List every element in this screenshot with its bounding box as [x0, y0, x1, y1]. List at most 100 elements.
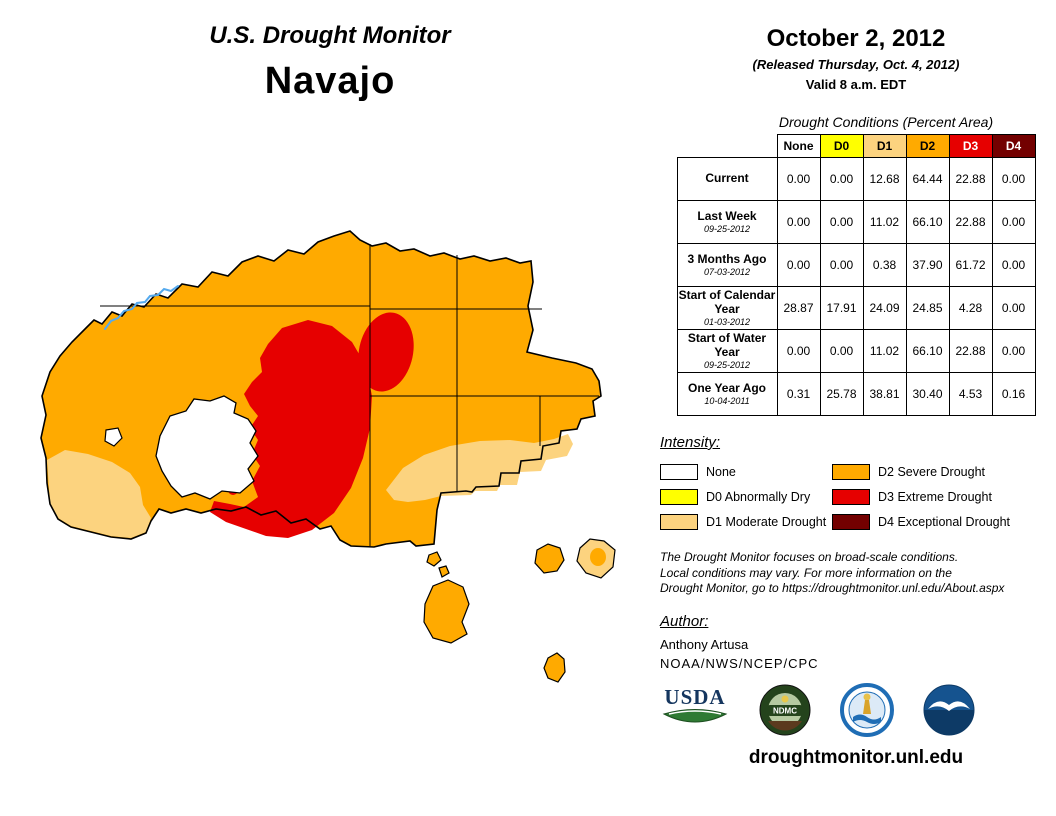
cell: 0.00 [776, 243, 821, 287]
report-title: U.S. Drought Monitor [209, 22, 451, 49]
legend-item-d3: D3 Extreme Drought [832, 484, 1052, 509]
noaa-logo-icon [922, 683, 976, 737]
cell: 0.00 [991, 286, 1036, 330]
legend-heading: Intensity: [660, 434, 721, 451]
table-caption: Drought Conditions (Percent Area) [778, 114, 994, 130]
row-label: 3 Months Ago [687, 251, 767, 266]
cell: 0.16 [991, 372, 1036, 416]
cell: 61.72 [948, 243, 993, 287]
header-row: None D0 D1 D2 D3 D4 [677, 134, 1036, 158]
table-row: Start of Calendar Year 01-03-2012 28.87 … [676, 286, 1036, 330]
drought-map [20, 210, 640, 710]
col-header-d3: D3 [948, 134, 993, 158]
row-date: 09-25-2012 [703, 360, 751, 371]
d1-region-southeast [386, 434, 573, 502]
row-label: Current [705, 170, 749, 185]
cell: 0.31 [776, 372, 821, 416]
d2-swatch [832, 463, 870, 480]
cell: 22.88 [948, 200, 993, 244]
cell: 0.00 [991, 243, 1036, 287]
corner-cell [677, 134, 777, 158]
author-name: Anthony Artusa [660, 636, 749, 652]
cell: 24.85 [905, 286, 950, 330]
footer-url: droughtmonitor.unl.edu [748, 746, 964, 768]
row-date: 07-03-2012 [703, 267, 751, 278]
cell: 24.09 [862, 286, 907, 330]
table-row: Current 0.00 0.00 12.68 64.44 22.88 0.00 [676, 157, 1036, 201]
released-date: (Released Thursday, Oct. 4, 2012) [752, 57, 960, 72]
none-swatch [660, 463, 698, 480]
cell: 22.88 [948, 329, 993, 373]
cell: 0.00 [991, 329, 1036, 373]
col-header-none: None [776, 134, 821, 158]
cell: 38.81 [862, 372, 907, 416]
cell: 64.44 [905, 157, 950, 201]
table-row: Start of Water Year 09-25-2012 0.00 0.00… [676, 329, 1036, 373]
ndmc-logo-icon: NDMC [758, 683, 812, 737]
table-row: 3 Months Ago 07-03-2012 0.00 0.00 0.38 3… [676, 243, 1036, 287]
legend-item-d2: D2 Severe Drought [832, 459, 1052, 484]
d3-swatch [832, 488, 870, 505]
row-label: One Year Ago [687, 380, 767, 395]
cell: 0.00 [776, 200, 821, 244]
svg-text:NDMC: NDMC [773, 706, 797, 715]
cell: 0.00 [819, 329, 864, 373]
right-panel: October 2, 2012 (Released Thursday, Oct.… [660, 25, 1052, 769]
row-label: Start of Water Year [687, 330, 767, 359]
hopi-none-region [155, 395, 259, 500]
san-juan-river [104, 285, 179, 330]
cell: 4.53 [948, 372, 993, 416]
cell: 17.91 [819, 286, 864, 330]
author-org: NOAA/NWS/NCEP/CPC [660, 655, 819, 671]
col-header-d0: D0 [819, 134, 864, 158]
col-header-d4: D4 [991, 134, 1036, 158]
date-block: October 2, 2012 (Released Thursday, Oct.… [660, 25, 1052, 92]
cell: 25.78 [819, 372, 864, 416]
svg-text:USDA: USDA [664, 685, 725, 709]
legend-item-none: None [660, 459, 832, 484]
d4-swatch [832, 513, 870, 530]
d1-region-southwest [47, 450, 151, 538]
usda-logo-icon: USDA [660, 684, 730, 736]
row-date: 09-25-2012 [703, 224, 751, 235]
legend-item-d4: D4 Exceptional Drought [832, 509, 1052, 534]
author-block: Author: Anthony Artusa NOAA/NWS/NCEP/CPC [660, 613, 1052, 671]
cell: 22.88 [948, 157, 993, 201]
logos-row: USDA NDMC [660, 682, 1052, 737]
d3-region-oval [358, 312, 414, 392]
d1-swatch [660, 513, 698, 530]
cell: 28.87 [776, 286, 821, 330]
cell: 0.00 [776, 329, 821, 373]
region-title: Navajo [264, 60, 396, 102]
d0-swatch [660, 488, 698, 505]
disclaimer-text: The Drought Monitor focuses on broad-sca… [660, 550, 1005, 596]
cell: 12.68 [862, 157, 907, 201]
valid-time: Valid 8 a.m. EDT [805, 77, 907, 92]
cell: 37.90 [905, 243, 950, 287]
legend-item-d0: D0 Abnormally Dry [660, 484, 832, 509]
cell: 4.28 [948, 286, 993, 330]
title-block: U.S. Drought Monitor Navajo [70, 22, 590, 103]
interior-boundaries [100, 244, 599, 546]
table-row: One Year Ago 10-04-2011 0.31 25.78 38.81… [676, 372, 1036, 416]
legend-item-d1: D1 Moderate Drought [660, 509, 832, 534]
cell: 0.00 [776, 157, 821, 201]
drought-map-svg [40, 230, 616, 683]
d3-region-main [210, 320, 372, 538]
cell: 30.40 [905, 372, 950, 416]
intensity-legend: Intensity: None D0 Abnormally Dry D1 Mod… [660, 434, 1052, 534]
table-row: Last Week 09-25-2012 0.00 0.00 11.02 66.… [676, 200, 1036, 244]
cell: 11.02 [862, 329, 907, 373]
col-header-d2: D2 [905, 134, 950, 158]
cell: 66.10 [905, 329, 950, 373]
cell: 66.10 [905, 200, 950, 244]
cell: 0.00 [819, 200, 864, 244]
cell: 0.00 [819, 157, 864, 201]
cell: 0.00 [991, 200, 1036, 244]
cell: 0.00 [991, 157, 1036, 201]
row-label: Start of Calendar Year [678, 287, 776, 316]
cell: 11.02 [862, 200, 907, 244]
doc-seal-icon [840, 682, 894, 737]
none-spot-small [104, 427, 123, 447]
